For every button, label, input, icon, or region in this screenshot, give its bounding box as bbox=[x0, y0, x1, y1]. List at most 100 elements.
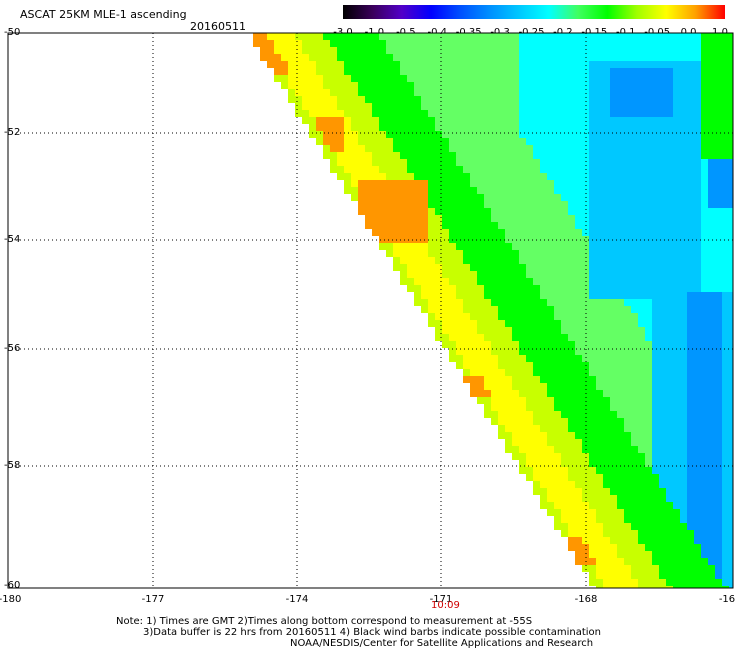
swath-cell bbox=[561, 488, 568, 495]
swath-cell bbox=[673, 257, 680, 264]
swath-cell bbox=[568, 369, 575, 376]
swath-cell bbox=[694, 131, 701, 138]
swath-cell bbox=[547, 117, 554, 124]
swath-cell bbox=[589, 278, 596, 285]
swath-cell bbox=[596, 362, 603, 369]
swath-cell bbox=[617, 362, 624, 369]
swath-cell bbox=[512, 432, 519, 439]
swath-cell bbox=[554, 278, 561, 285]
swath-cell bbox=[491, 334, 498, 341]
swath-cell bbox=[708, 271, 715, 278]
swath-cell bbox=[596, 341, 603, 348]
swath-cell bbox=[540, 187, 547, 194]
swath-cell bbox=[456, 362, 463, 369]
swath-cell bbox=[582, 40, 589, 47]
swath-cell bbox=[673, 173, 680, 180]
swath-cell bbox=[708, 523, 715, 530]
swath-cell bbox=[442, 208, 449, 215]
swath-cell bbox=[680, 572, 687, 579]
swath-cell bbox=[659, 446, 666, 453]
swath-cell bbox=[554, 243, 561, 250]
swath-cell bbox=[680, 376, 687, 383]
swath-cell bbox=[491, 159, 498, 166]
swath-cell bbox=[645, 390, 652, 397]
swath-cell bbox=[645, 215, 652, 222]
swath-cell bbox=[582, 47, 589, 54]
swath-cell bbox=[729, 544, 733, 551]
swath-cell bbox=[666, 523, 673, 530]
swath-cell bbox=[358, 145, 365, 152]
swath-cell bbox=[624, 103, 631, 110]
swath-cell bbox=[617, 544, 624, 551]
swath-cell bbox=[687, 313, 694, 320]
swath-cell bbox=[491, 131, 498, 138]
swath-cell bbox=[638, 236, 645, 243]
swath-cell bbox=[673, 313, 680, 320]
swath-cell bbox=[372, 75, 379, 82]
swath-cell bbox=[302, 117, 309, 124]
swath-cell bbox=[589, 453, 596, 460]
swath-cell bbox=[407, 33, 414, 40]
swath-cell bbox=[463, 47, 470, 54]
swath-cell bbox=[687, 47, 694, 54]
swath-cell bbox=[729, 145, 733, 152]
swath-cell bbox=[344, 96, 351, 103]
swath-cell bbox=[729, 187, 733, 194]
swath-cell bbox=[603, 439, 610, 446]
swath-cell bbox=[365, 96, 372, 103]
swath-cell bbox=[575, 495, 582, 502]
swath-cell bbox=[687, 586, 694, 588]
swath-cell bbox=[547, 173, 554, 180]
swath-cell bbox=[715, 369, 722, 376]
swath-cell bbox=[729, 439, 733, 446]
swath-cell bbox=[533, 467, 540, 474]
swath-cell bbox=[421, 96, 428, 103]
swath-cell bbox=[526, 47, 533, 54]
swath-cell bbox=[393, 138, 400, 145]
swath-cell bbox=[372, 40, 379, 47]
swath-cell bbox=[456, 110, 463, 117]
swath-cell bbox=[610, 376, 617, 383]
swath-cell bbox=[547, 369, 554, 376]
swath-cell bbox=[526, 313, 533, 320]
swath-cell bbox=[715, 159, 722, 166]
swath-cell bbox=[477, 348, 484, 355]
swath-cell bbox=[596, 509, 603, 516]
swath-cell bbox=[708, 208, 715, 215]
swath-cell bbox=[547, 110, 554, 117]
swath-cell bbox=[631, 152, 638, 159]
swath-cell bbox=[666, 208, 673, 215]
swath-cell bbox=[722, 523, 729, 530]
swath-cell bbox=[603, 313, 610, 320]
swath-cell bbox=[596, 390, 603, 397]
swath-cell bbox=[554, 82, 561, 89]
swath-cell bbox=[547, 481, 554, 488]
swath-cell bbox=[435, 201, 442, 208]
swath-cell bbox=[414, 166, 421, 173]
swath-cell bbox=[729, 397, 733, 404]
swath-cell bbox=[477, 341, 484, 348]
swath-cell bbox=[687, 341, 694, 348]
swath-cell bbox=[428, 208, 435, 215]
swath-cell bbox=[617, 75, 624, 82]
swath-cell bbox=[673, 390, 680, 397]
swath-cell bbox=[715, 299, 722, 306]
swath-cell bbox=[484, 33, 491, 40]
swath-cell bbox=[624, 446, 631, 453]
swath-cell bbox=[386, 82, 393, 89]
swath-cell bbox=[477, 61, 484, 68]
swath-cell bbox=[610, 54, 617, 61]
swath-cell bbox=[631, 376, 638, 383]
swath-cell bbox=[463, 271, 470, 278]
swath-cell bbox=[442, 257, 449, 264]
swath-cell bbox=[652, 187, 659, 194]
swath-cell bbox=[456, 208, 463, 215]
swath-cell bbox=[638, 418, 645, 425]
swath-cell bbox=[393, 243, 400, 250]
swath-cell bbox=[470, 250, 477, 257]
y-tick-label: -54 bbox=[4, 234, 21, 245]
swath-cell bbox=[288, 54, 295, 61]
swath-cell bbox=[505, 362, 512, 369]
swath-cell bbox=[680, 509, 687, 516]
swath-cell bbox=[596, 187, 603, 194]
